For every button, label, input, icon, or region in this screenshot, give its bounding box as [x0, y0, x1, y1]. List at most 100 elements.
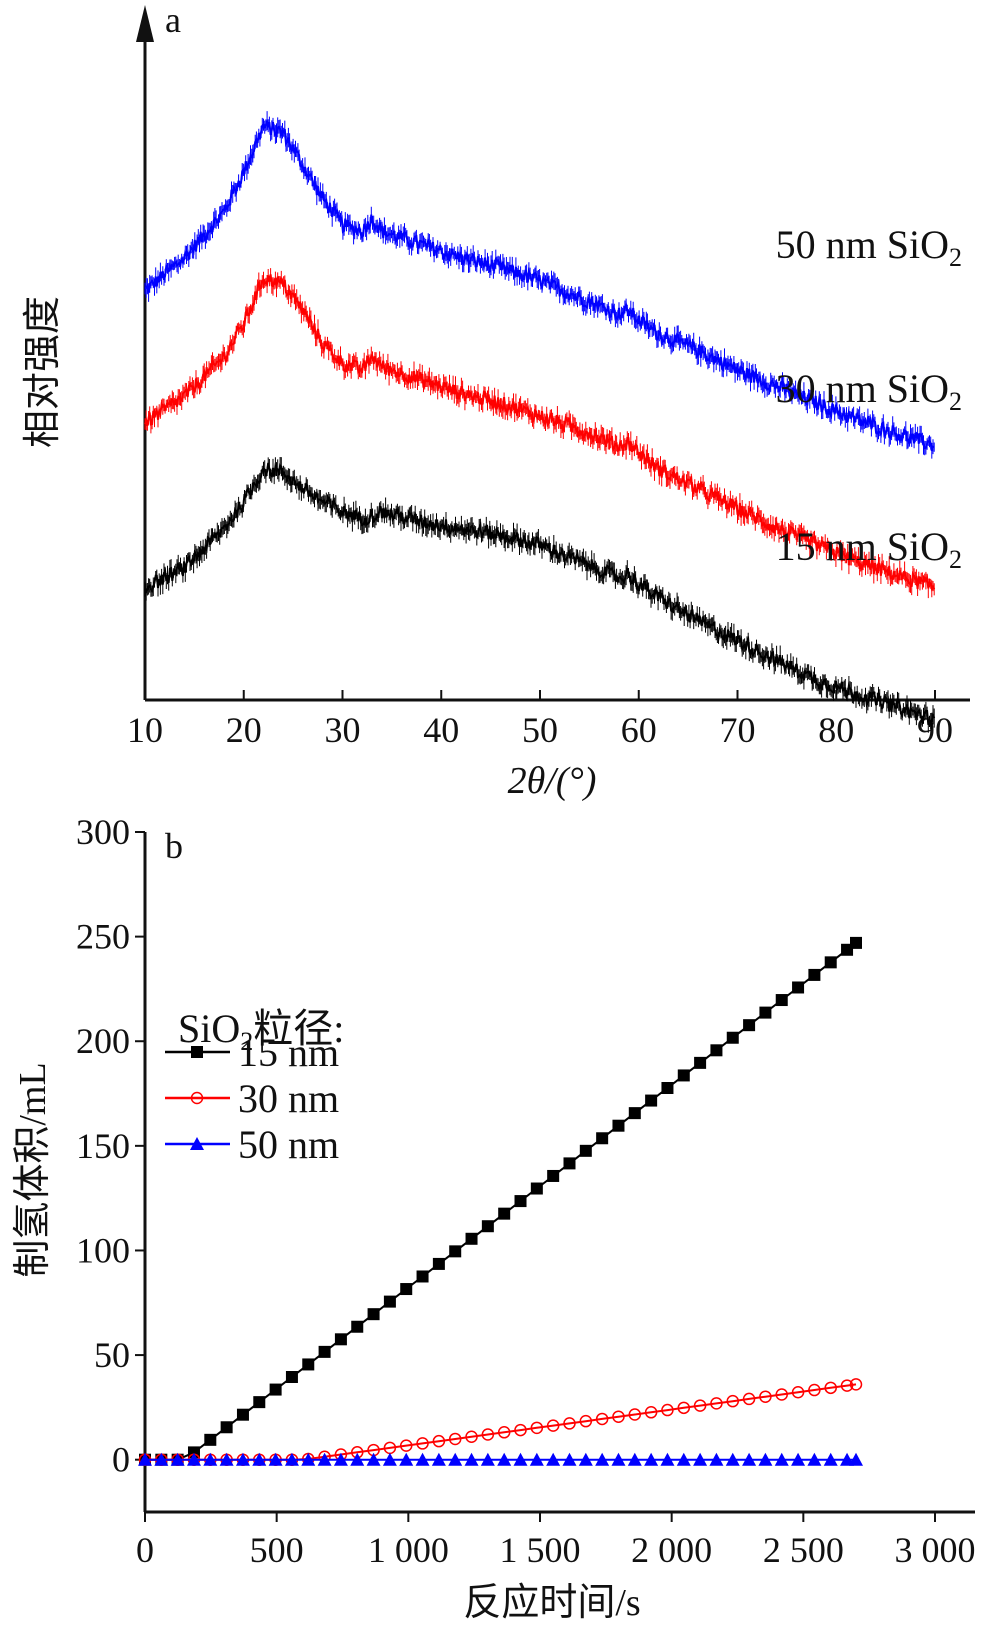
marker-triangle	[627, 1452, 642, 1466]
panel-a-label: a	[165, 0, 181, 40]
marker-triangle	[317, 1452, 332, 1466]
marker-triangle	[186, 1452, 201, 1466]
marker-circle	[677, 1401, 691, 1415]
marker-square	[759, 1006, 772, 1019]
marker-square	[318, 1345, 331, 1358]
marker-square	[334, 1333, 347, 1346]
marker-circle	[465, 1430, 478, 1443]
marker-square	[253, 1396, 266, 1409]
legend-label: 50 nm	[238, 1122, 339, 1167]
marker-square	[449, 1245, 462, 1258]
panel-a-x-axis-label: 2θ/(°)	[508, 760, 597, 802]
marker-triangle	[366, 1452, 381, 1466]
panel-b-y-tick-label: 0	[112, 1440, 130, 1480]
panel-b-x-tick-label: 2 500	[763, 1530, 844, 1570]
marker-triangle	[464, 1452, 479, 1466]
marker-square	[824, 956, 837, 969]
panel-a-series-0-line	[144, 120, 935, 452]
marker-triangle	[350, 1452, 365, 1466]
legend-item: 30 nm	[165, 1076, 339, 1121]
marker-square	[351, 1320, 364, 1333]
legend-item: 15 nm	[165, 1030, 339, 1075]
panel-a-series-label-main: 50 nm SiO	[776, 222, 949, 267]
marker-square	[710, 1044, 723, 1057]
marker-square	[596, 1132, 609, 1145]
marker-square	[579, 1144, 592, 1157]
panel-b-x-tick-label: 1 000	[368, 1530, 449, 1570]
panel-a-series-label-sub: 2	[949, 545, 962, 574]
marker-circle	[808, 1383, 821, 1397]
panel-b-y-axis-label: 制氢体积/mL	[12, 1062, 54, 1277]
marker-triangle	[268, 1452, 283, 1466]
marker-triangle	[333, 1452, 348, 1466]
marker-triangle	[513, 1452, 528, 1466]
marker-triangle	[448, 1452, 463, 1466]
marker-square	[302, 1358, 315, 1371]
marker-circle	[514, 1423, 527, 1437]
marker-triangle	[595, 1452, 610, 1466]
legend-label: 15 nm	[238, 1030, 339, 1075]
panel-a-series-1-line	[144, 274, 936, 592]
panel-a-y-axis-arrow	[136, 5, 154, 42]
marker-triangle	[611, 1452, 626, 1466]
marker-square	[498, 1207, 511, 1220]
marker-triangle	[546, 1452, 561, 1466]
panel-a-series-1	[144, 268, 936, 599]
marker-triangle	[840, 1452, 855, 1466]
panel-a-x-tick-label: 50	[522, 710, 558, 750]
marker-square	[612, 1119, 625, 1132]
marker-square	[269, 1383, 282, 1396]
marker-circle	[759, 1390, 772, 1403]
panel-a-x-tick-label: 20	[226, 710, 262, 750]
marker-square	[367, 1308, 380, 1321]
marker-triangle	[497, 1452, 512, 1466]
panel-a-series	[144, 111, 936, 733]
marker-circle	[448, 1432, 462, 1446]
marker-circle	[644, 1406, 658, 1419]
marker-triangle	[758, 1452, 773, 1466]
panel-b-series-0	[139, 936, 862, 1466]
marker-circle	[190, 1091, 204, 1105]
marker-triangle	[709, 1452, 724, 1466]
marker-circle	[497, 1426, 511, 1439]
panel-a-series-label: 50 nm SiO2	[776, 222, 962, 272]
marker-triangle	[138, 1452, 152, 1466]
marker-triangle	[807, 1452, 822, 1466]
marker-circle	[840, 1379, 854, 1392]
marker-triangle	[154, 1452, 169, 1466]
panel-a-series-label-sub: 2	[949, 243, 962, 272]
marker-triangle	[284, 1452, 299, 1466]
marker-triangle	[562, 1452, 577, 1466]
panel-a-x-tick-label: 40	[423, 710, 459, 750]
marker-square	[563, 1157, 576, 1170]
marker-circle	[432, 1434, 446, 1448]
marker-triangle	[399, 1452, 414, 1466]
marker-square	[808, 968, 821, 981]
panel-a-x-tick-label: 80	[818, 710, 854, 750]
marker-triangle	[301, 1452, 316, 1466]
marker-square	[432, 1257, 445, 1270]
panel-a-series-label-sub: 2	[949, 387, 962, 416]
marker-square	[792, 981, 805, 994]
marker-triangle	[190, 1137, 204, 1150]
panel-a-series-label-main: 30 nm SiO	[776, 366, 949, 411]
marker-square	[547, 1169, 560, 1182]
panel-b-x-ticks: 0 500 1 000 1 500 2 000 2 500 3 000	[136, 1512, 976, 1570]
marker-square	[530, 1182, 543, 1195]
panel-b-x-tick-label: 2 000	[631, 1530, 712, 1570]
marker-square	[775, 994, 788, 1007]
marker-circle	[849, 1378, 863, 1391]
marker-triangle	[676, 1452, 691, 1466]
marker-square	[236, 1408, 249, 1421]
panel-b-y-tick-label: 150	[76, 1126, 130, 1166]
panel-b-label: b	[165, 826, 183, 866]
panel-b-chart: b 0 500 1 000 1 500 2 000 2 500 3 000 0 50 100 15…	[12, 812, 976, 1624]
panel-a-series-label: 30 nm SiO2	[776, 366, 962, 416]
marker-circle	[661, 1403, 674, 1417]
marker-circle	[530, 1421, 544, 1435]
legend-title-main: SiO	[178, 1006, 240, 1051]
panel-a-series-label-main: 15 nm SiO	[776, 524, 949, 569]
marker-square	[694, 1056, 707, 1069]
marker-triangle	[431, 1452, 446, 1466]
